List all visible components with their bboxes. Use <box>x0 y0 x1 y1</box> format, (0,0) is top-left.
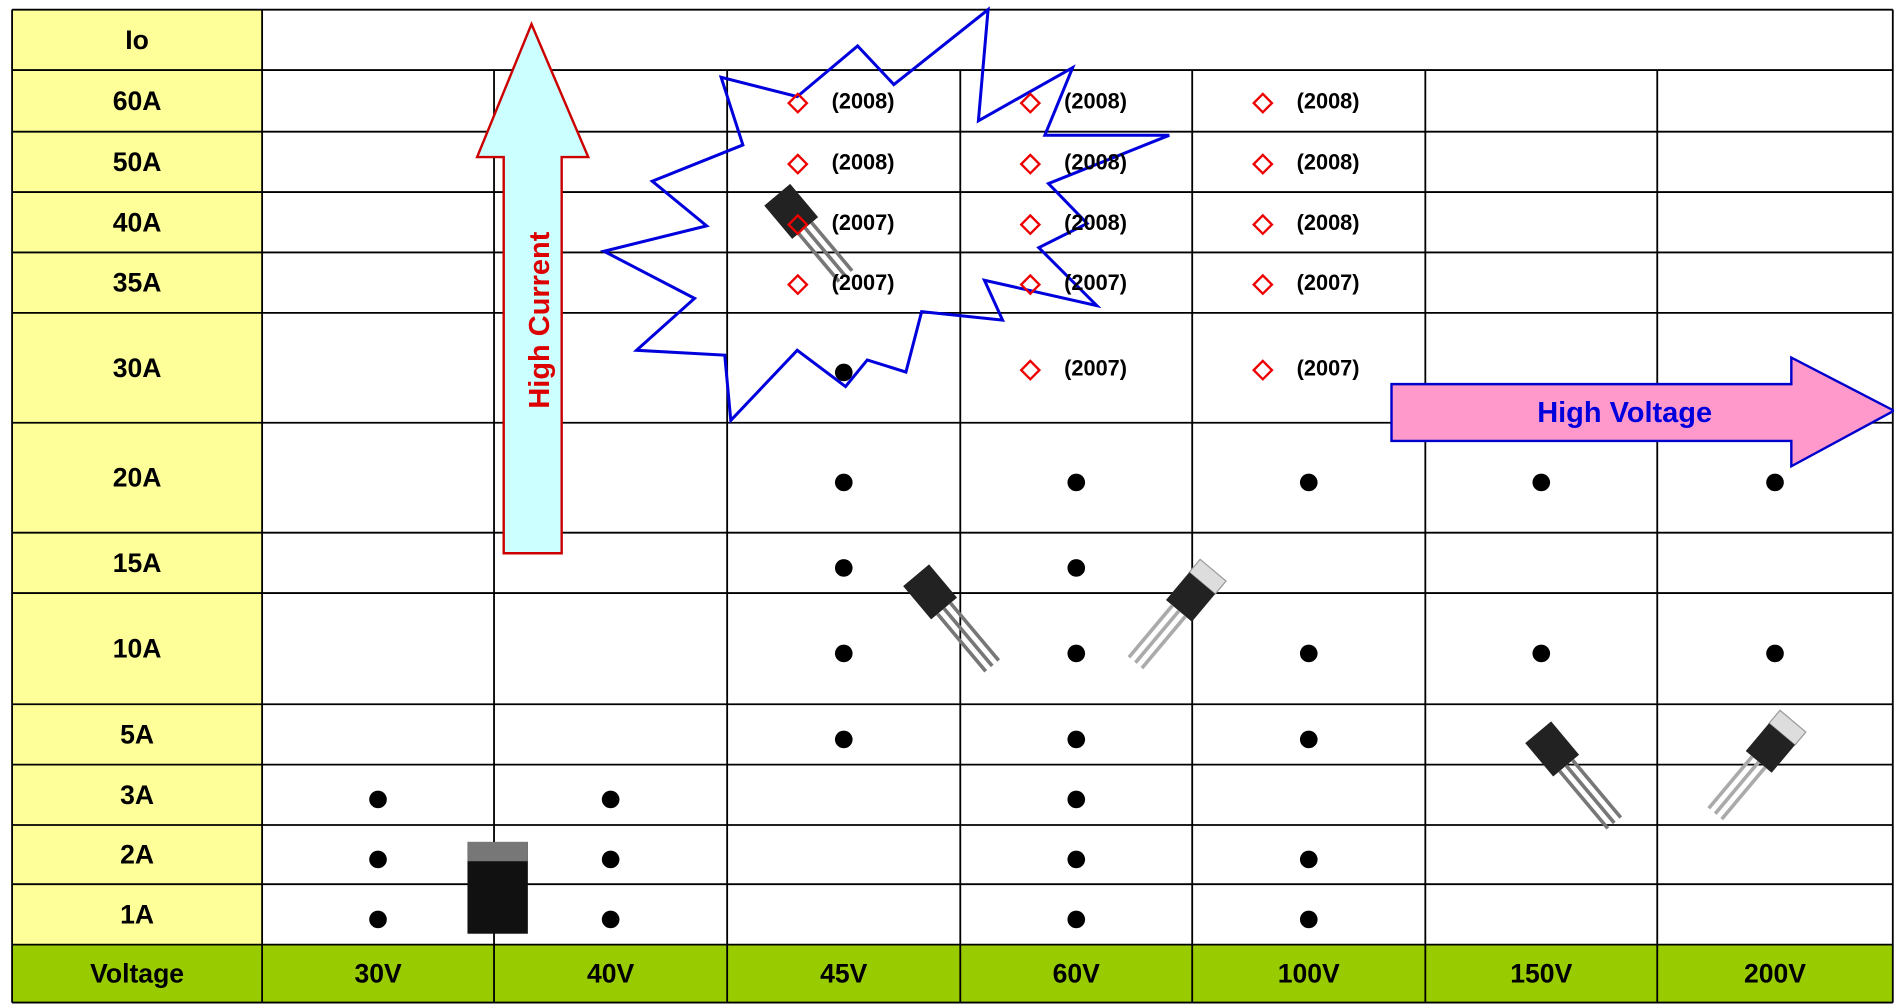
available-symbol: ● <box>1064 628 1089 674</box>
planned-year: (2008) <box>1297 88 1360 113</box>
available-symbol: ● <box>598 894 623 940</box>
available-symbol: ● <box>831 457 856 503</box>
row-label: 5A <box>120 719 154 749</box>
available-symbol: ● <box>598 834 623 880</box>
planned-symbol: ◇ <box>1019 86 1042 116</box>
row-label: 40A <box>113 207 162 237</box>
available-symbol: ● <box>831 347 856 393</box>
available-symbol: ● <box>598 774 623 820</box>
voltage-label: 60V <box>1053 959 1101 989</box>
planned-year: (2007) <box>832 270 895 295</box>
available-symbol: ● <box>1064 542 1089 588</box>
available-symbol: ● <box>1529 628 1554 674</box>
planned-symbol: ◇ <box>1019 268 1042 298</box>
high-voltage-arrow <box>1390 355 1894 469</box>
available-symbol: ● <box>1296 457 1321 503</box>
planned-symbol: ◇ <box>1019 147 1042 177</box>
starburst <box>599 6 1170 424</box>
row-label: 10A <box>113 634 162 664</box>
available-symbol: ● <box>1296 628 1321 674</box>
planned-year: (2008) <box>832 149 895 174</box>
available-symbol: ● <box>366 774 391 820</box>
row-label: 50A <box>113 147 162 177</box>
available-symbol: ● <box>1064 714 1089 760</box>
row-label: 2A <box>120 840 154 870</box>
voltage-row <box>12 944 1893 1003</box>
row-label: 15A <box>113 548 162 578</box>
device-icons <box>467 183 1807 934</box>
voltage-label: 45V <box>820 959 868 989</box>
available-symbol: ● <box>1763 457 1788 503</box>
available-symbol: ● <box>831 542 856 588</box>
row-label: 1A <box>120 899 154 929</box>
available-symbol: ● <box>831 714 856 760</box>
voltage-label: 100V <box>1278 959 1340 989</box>
planned-year: (2008) <box>1064 88 1127 113</box>
footer-label: Voltage <box>90 959 184 989</box>
planned-year: (2008) <box>1064 210 1127 235</box>
planned-symbol: ◇ <box>1019 207 1042 237</box>
planned-symbol: ◇ <box>1019 353 1042 383</box>
available-symbol: ● <box>831 628 856 674</box>
planned-year: (2008) <box>832 88 895 113</box>
available-symbol: ● <box>1296 714 1321 760</box>
planned-symbol: ◇ <box>787 86 810 116</box>
available-symbol: ● <box>1064 457 1089 503</box>
available-symbol: ● <box>1296 894 1321 940</box>
available-symbol: ● <box>366 894 391 940</box>
row-label: 3A <box>120 780 154 810</box>
planned-year: (2008) <box>1297 149 1360 174</box>
high-voltage-label: High Voltage <box>1537 397 1712 429</box>
planned-symbol: ◇ <box>1252 86 1275 116</box>
planned-year: (2007) <box>832 210 895 235</box>
planned-year: (2007) <box>1064 355 1127 380</box>
planned-symbol: ◇ <box>787 147 810 177</box>
planned-symbol: ◇ <box>1252 147 1275 177</box>
planned-year: (2008) <box>1064 149 1127 174</box>
voltage-label: 150V <box>1510 959 1572 989</box>
planned-symbol: ◇ <box>1252 207 1275 237</box>
available-symbol: ● <box>1064 894 1089 940</box>
available-symbol: ● <box>1064 774 1089 820</box>
planned-symbol: ◇ <box>787 268 810 298</box>
voltage-label: 30V <box>354 959 402 989</box>
available-symbol: ● <box>1763 628 1788 674</box>
row-label: 35A <box>113 268 162 298</box>
available-symbol: ● <box>366 834 391 880</box>
available-symbol: ● <box>1529 457 1554 503</box>
planned-year: (2007) <box>1297 270 1360 295</box>
cells: Io 60A ◇ (2008) ◇ (2008) ◇ (2008) 50A ◇ (2008) ◇ (20… <box>90 25 1806 989</box>
planned-year: (2007) <box>1064 270 1127 295</box>
planned-symbol: ◇ <box>1252 353 1275 383</box>
row-label: 20A <box>113 463 162 493</box>
available-symbol: ● <box>1296 834 1321 880</box>
planned-symbol: ◇ <box>787 207 810 237</box>
voltage-label: 40V <box>587 959 635 989</box>
label-column <box>12 9 263 945</box>
high-current-label: High Current <box>524 231 556 408</box>
high-current-arrow <box>475 21 591 555</box>
grid <box>11 8 1894 1004</box>
planned-year: (2008) <box>1297 210 1360 235</box>
voltage-label: 200V <box>1744 959 1806 989</box>
row-label: 60A <box>113 86 162 116</box>
header-label: Io <box>125 25 149 55</box>
row-label: 30A <box>113 353 162 383</box>
planned-symbol: ◇ <box>1252 268 1275 298</box>
planned-year: (2007) <box>1297 355 1360 380</box>
available-symbol: ● <box>1064 834 1089 880</box>
